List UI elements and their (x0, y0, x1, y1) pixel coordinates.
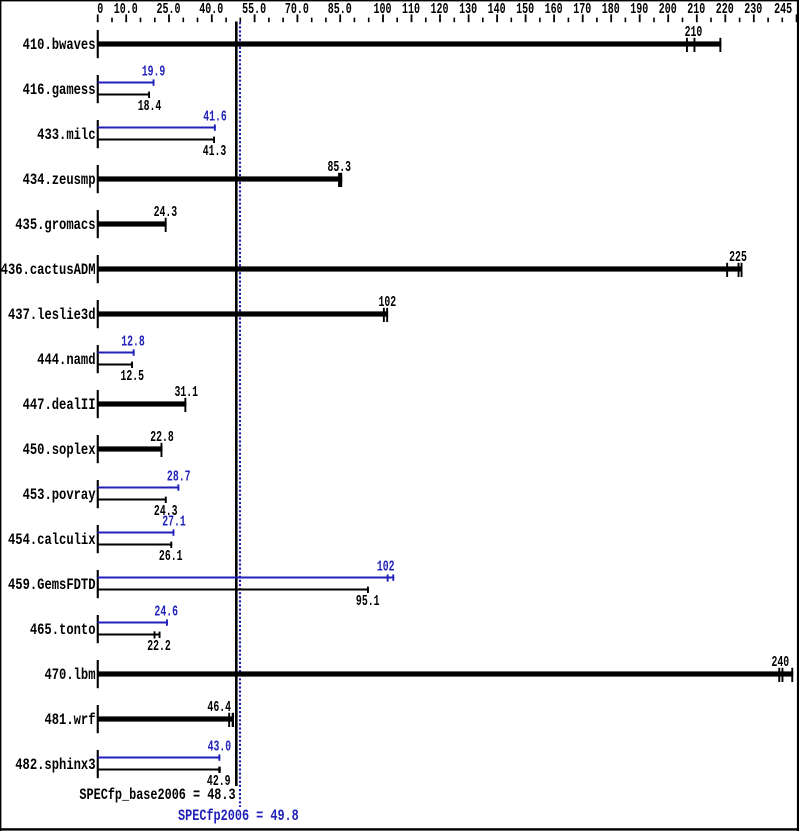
svg-text:19.9: 19.9 (142, 63, 166, 81)
svg-text:220: 220 (716, 0, 734, 18)
svg-text:26.1: 26.1 (159, 547, 183, 565)
svg-text:447.dealII: 447.dealII (23, 396, 96, 414)
svg-text:465.tonto: 465.tonto (30, 621, 96, 639)
svg-text:230: 230 (744, 0, 762, 18)
svg-text:0: 0 (97, 0, 103, 18)
svg-text:454.calculix: 454.calculix (8, 531, 96, 549)
svg-text:70.0: 70.0 (285, 0, 309, 18)
svg-text:433.milc: 433.milc (37, 126, 95, 144)
svg-text:41.3: 41.3 (203, 142, 227, 160)
svg-text:46.4: 46.4 (207, 698, 231, 716)
svg-text:85.3: 85.3 (328, 158, 352, 176)
svg-text:450.soplex: 450.soplex (23, 441, 96, 459)
svg-text:12.5: 12.5 (121, 367, 145, 385)
svg-text:102: 102 (378, 293, 396, 311)
svg-text:12.8: 12.8 (121, 333, 145, 351)
svg-text:SPECfp_base2006 = 48.3: SPECfp_base2006 = 48.3 (79, 787, 235, 805)
svg-text:245: 245 (774, 0, 792, 18)
svg-text:27.1: 27.1 (162, 513, 186, 531)
svg-text:28.7: 28.7 (167, 468, 191, 486)
svg-text:416.gamess: 416.gamess (23, 81, 96, 99)
svg-text:434.zeusmp: 434.zeusmp (23, 171, 96, 189)
svg-text:24.3: 24.3 (154, 203, 178, 221)
svg-text:18.4: 18.4 (138, 97, 162, 115)
svg-text:170: 170 (573, 0, 591, 18)
svg-text:470.lbm: 470.lbm (44, 666, 95, 684)
svg-text:210: 210 (685, 23, 703, 41)
svg-text:210: 210 (687, 0, 705, 18)
svg-text:85.0: 85.0 (328, 0, 352, 18)
svg-text:435.gromacs: 435.gromacs (15, 216, 95, 234)
svg-text:130: 130 (459, 0, 477, 18)
svg-text:120: 120 (431, 0, 449, 18)
svg-text:453.povray: 453.povray (23, 486, 96, 504)
svg-text:482.sphinx3: 482.sphinx3 (15, 756, 95, 774)
svg-text:24.3: 24.3 (154, 502, 178, 520)
svg-text:55.0: 55.0 (242, 0, 266, 18)
svg-text:22.2: 22.2 (147, 637, 171, 655)
svg-text:160: 160 (545, 0, 563, 18)
svg-text:110: 110 (402, 0, 420, 18)
svg-text:102: 102 (377, 558, 395, 576)
svg-text:410.bwaves: 410.bwaves (23, 36, 96, 54)
svg-text:200: 200 (659, 0, 677, 18)
svg-text:SPECfp2006 = 49.8: SPECfp2006 = 49.8 (178, 807, 299, 825)
svg-text:190: 190 (630, 0, 648, 18)
svg-text:225: 225 (729, 248, 747, 266)
svg-text:10.0: 10.0 (114, 0, 138, 18)
svg-text:150: 150 (516, 0, 534, 18)
svg-text:43.0: 43.0 (208, 738, 232, 756)
svg-text:40.0: 40.0 (199, 0, 223, 18)
svg-text:31.1: 31.1 (175, 383, 199, 401)
svg-text:481.wrf: 481.wrf (44, 711, 95, 729)
svg-text:459.GemsFDTD: 459.GemsFDTD (8, 576, 96, 594)
svg-text:436.cactusADM: 436.cactusADM (1, 261, 96, 279)
svg-text:24.6: 24.6 (154, 603, 178, 621)
svg-text:95.1: 95.1 (356, 592, 380, 610)
svg-text:437.leslie3d: 437.leslie3d (8, 306, 96, 324)
svg-text:140: 140 (488, 0, 506, 18)
svg-text:100: 100 (374, 0, 392, 18)
svg-text:444.namd: 444.namd (37, 351, 95, 369)
svg-text:22.8: 22.8 (150, 428, 174, 446)
svg-text:42.9: 42.9 (207, 772, 231, 790)
svg-text:41.6: 41.6 (203, 108, 227, 126)
svg-text:240: 240 (771, 653, 789, 671)
svg-text:180: 180 (602, 0, 620, 18)
svg-text:25.0: 25.0 (157, 0, 181, 18)
